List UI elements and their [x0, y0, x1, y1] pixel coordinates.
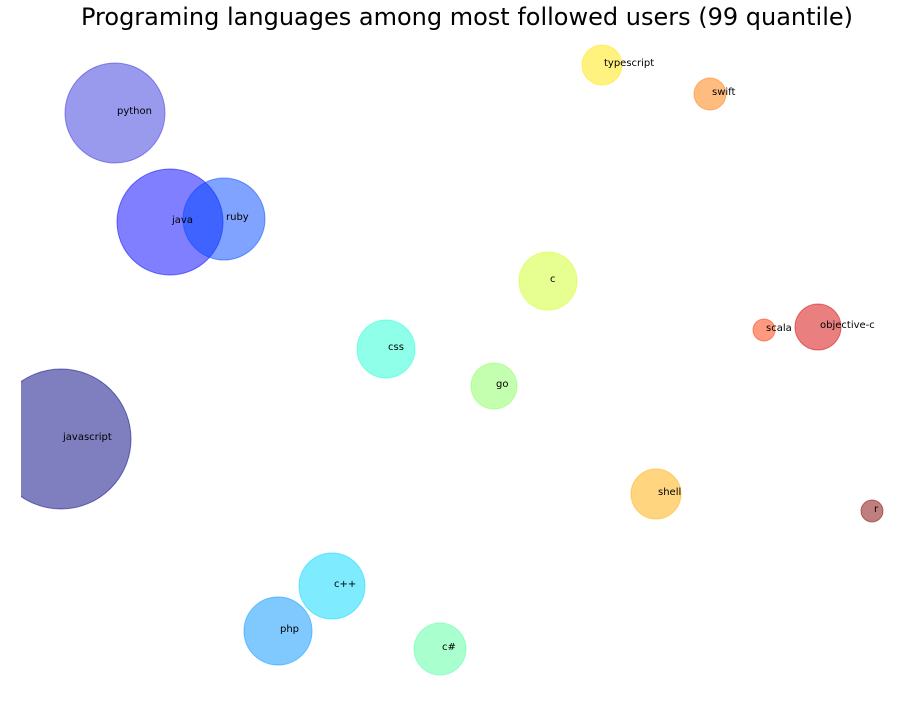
bubble-label-ruby: ruby [226, 212, 249, 223]
bubble-go [470, 362, 518, 410]
bubble-label-python: python [117, 106, 152, 117]
bubble-javascript [21, 368, 132, 510]
bubble-label-php: php [280, 624, 299, 635]
bubble-ruby [182, 177, 266, 261]
bubble-typescript [581, 44, 623, 86]
bubbles-layer [21, 44, 884, 676]
bubble-python [64, 62, 166, 164]
bubble-c# [413, 622, 467, 676]
bubble-c [518, 251, 578, 311]
bubble-label-swift: swift [712, 87, 736, 98]
bubble-label-c: c [550, 274, 556, 285]
bubble-label-objective-c: objective-c [820, 320, 875, 331]
bubble-label-scala: scala [766, 323, 792, 334]
bubble-objective-c [794, 303, 842, 351]
bubble-label-c++: c++ [334, 579, 356, 590]
bubble-label-css: css [388, 342, 404, 353]
bubble-label-typescript: typescript [604, 58, 654, 69]
bubble-label-go: go [496, 379, 508, 390]
bubble-label-java: java [171, 215, 193, 226]
chart-title: Programing languages among most followed… [81, 3, 853, 31]
bubble-r [860, 499, 884, 523]
bubble-css [356, 319, 416, 379]
bubble-label-c#: c# [442, 642, 456, 653]
bubble-swift [693, 77, 727, 111]
bubble-label-r: r [874, 504, 879, 515]
bubble-php [243, 596, 313, 666]
bubble-shell [630, 468, 682, 520]
bubble-c++ [298, 552, 366, 620]
bubble-label-shell: shell [658, 487, 681, 498]
labels-layer: python java ruby javascript css go c typescript… [62, 58, 879, 653]
bubble-scala [752, 318, 776, 342]
bubble-label-javascript: javascript [62, 432, 112, 443]
